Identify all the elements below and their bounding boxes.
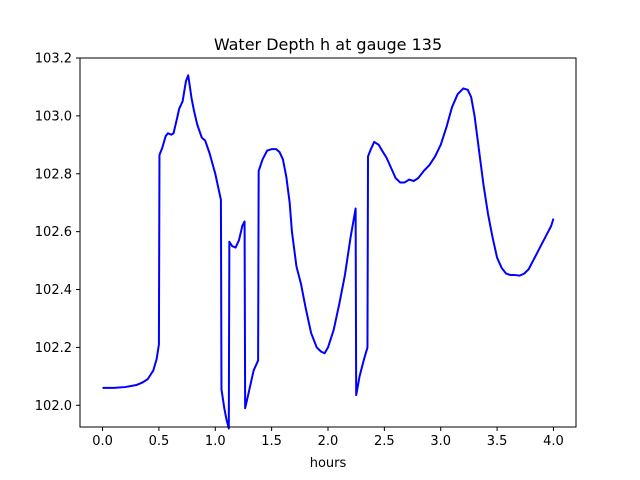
x-tick-label: 2.0 [318,434,339,449]
plot-area [79,57,577,430]
x-tick-label: 2.5 [374,434,395,449]
y-tick-label: 102.0 [35,399,72,414]
x-tick-label: 3.0 [430,434,451,449]
y-tick-label: 103.2 [35,52,72,67]
x-tick-label: 1.0 [205,434,226,449]
x-axis-ticks: 0.0 0.5 1.0 1.5 2.0 2.5 3.0 3.5 4.0 [92,427,564,449]
x-tick-label: 3.5 [487,434,508,449]
x-tick-label: 0.0 [92,434,113,449]
chart-title: Water Depth h at gauge 135 [214,35,442,54]
y-tick-label: 103.0 [35,109,72,124]
x-tick-label: 4.0 [543,434,564,449]
x-tick-label: 0.5 [149,434,170,449]
x-tick-label: 1.5 [261,434,282,449]
axes-frame [79,57,577,428]
y-axis-ticks: 102.0 102.2 102.4 102.6 102.8 103.0 103.2 [35,52,80,414]
x-axis-label: hours [310,456,347,471]
y-tick-label: 102.6 [35,225,72,240]
y-tick-label: 102.2 [35,341,72,356]
y-tick-label: 102.4 [35,283,72,298]
series-line-0 [102,74,555,430]
y-tick-label: 102.8 [35,167,72,182]
